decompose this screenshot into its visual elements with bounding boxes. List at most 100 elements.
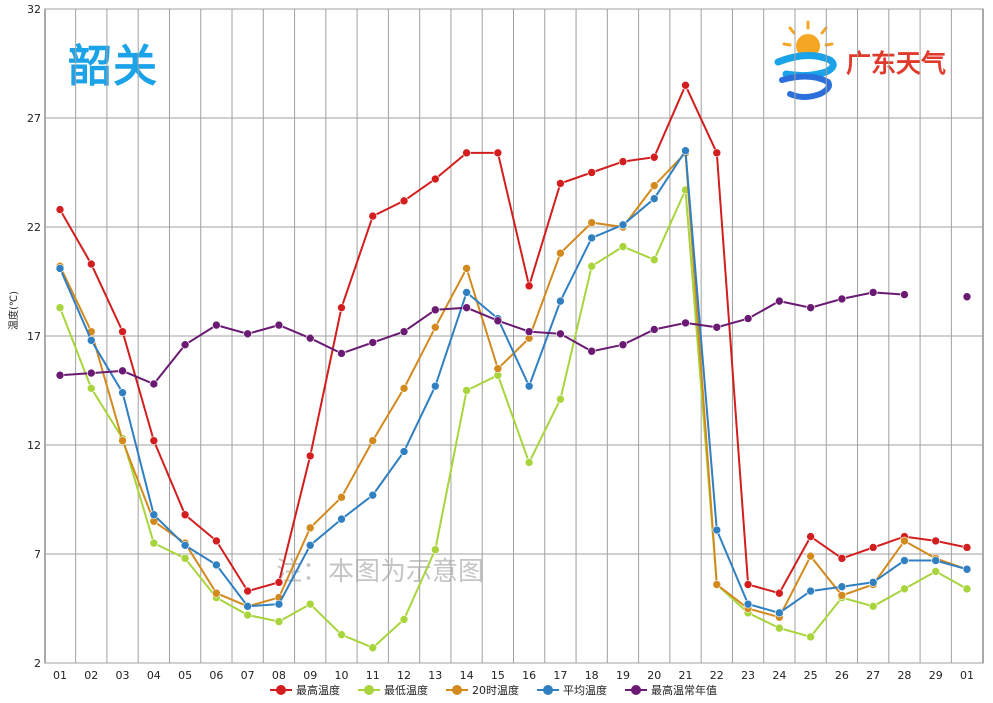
series-1-point [55,303,65,312]
watermark: 注：本图为示意图 [276,557,485,587]
series-3-point [775,608,784,618]
series-4-point [712,322,722,332]
series-2-point [118,436,127,445]
series-1-point [524,458,534,467]
x-tick-label: 20 [647,669,661,682]
series-0-point [556,179,565,188]
x-tick-label: 12 [397,669,411,682]
series-3-point [618,220,628,230]
legend-label: 最高温常年值 [651,684,717,697]
series-0-point [86,259,96,269]
series-3-point [86,336,96,345]
x-tick-label: 08 [272,669,286,682]
series-4-point [556,329,565,339]
legend-swatch [358,684,380,696]
series-3-point [462,288,471,297]
x-tick-label: 28 [897,669,911,682]
x-tick-label: 22 [710,669,724,682]
series-1-point [931,567,941,576]
series-2-point [305,523,315,533]
series-1-point [368,643,378,653]
legend-label: 最低温度 [384,684,428,697]
series-0-point [337,303,346,312]
series-1-point [462,386,471,395]
x-tick-label: 19 [616,669,630,682]
series-3-point [149,510,159,520]
series-3-point [180,540,190,550]
series-0-point [493,148,503,158]
series-3-line [59,147,968,614]
series-1-point [556,394,565,404]
series-4-point [243,329,252,339]
legend-item: 平均温度 [537,682,607,698]
series-3-point [243,602,252,611]
series-2-point [462,264,471,273]
x-tick-label: 09 [303,669,317,682]
x-tick-label: 23 [741,669,755,682]
series-2-point [212,588,221,598]
chart-legend: 最高温度 最低温度 20时温度 平均温度 最高温常年值 [270,682,717,698]
x-tick-label: 01 [960,669,974,682]
series-1-line [59,189,968,649]
x-tick-label: 02 [84,669,98,682]
legend-item: 20时温度 [446,682,519,698]
series-2-point [368,436,378,445]
series-3-point [212,560,221,570]
series-0-point [806,532,815,541]
series-0-point [712,148,722,158]
series-3-point [274,599,284,609]
series-1-point [868,602,878,611]
series-4-point [431,305,440,315]
series-0-point [212,536,221,546]
guangdong-weather-logo: 广东天气 [768,14,978,110]
series-0-point [587,168,596,177]
series-4-point [618,340,628,350]
series-3-point [931,556,941,565]
series-2-point [806,551,815,561]
series-3-point [681,146,690,155]
series-2-point [649,181,659,190]
x-tick-label: 05 [178,669,192,682]
series-0-point [180,510,190,520]
x-tick-label: 16 [522,669,536,682]
series-3-point [399,447,409,456]
series-0-point [55,205,65,214]
series-1-point [806,632,815,642]
series-1-point [337,630,346,639]
x-tick-label: 07 [241,669,255,682]
series-4-point [462,303,471,312]
series-4-point [180,340,190,350]
series-4-point [524,327,534,336]
y-tick-label: 12 [27,439,41,452]
series-4-point [399,327,409,336]
series-0-point [775,588,784,598]
series-2-point [900,536,909,546]
legend-label: 最高温度 [296,684,340,697]
series-0-point [524,281,534,291]
series-0-point [931,536,941,546]
series-4-point [86,368,96,378]
legend-swatch [625,684,647,696]
legend-swatch [270,684,292,696]
series-0-point [743,580,753,589]
x-tick-label: 21 [679,669,693,682]
series-0-line [59,82,968,595]
series-1-point [149,538,159,548]
series-3-point [587,233,596,243]
legend-item: 最低温度 [358,682,428,698]
x-tick-label: 13 [428,669,442,682]
series-4-point [55,370,65,380]
series-2-point [399,384,409,393]
series-4-point [649,325,659,334]
x-tick-label: 14 [460,669,474,682]
series-4-point [368,338,378,347]
x-tick-label: 03 [116,669,130,682]
y-tick-label: 2 [34,657,41,670]
series-4-point [743,314,753,323]
series-1-point [587,261,596,271]
x-tick-label: 26 [835,669,849,682]
series-1-point [962,584,972,594]
series-3-point [712,525,722,535]
series-0-point [962,543,972,552]
